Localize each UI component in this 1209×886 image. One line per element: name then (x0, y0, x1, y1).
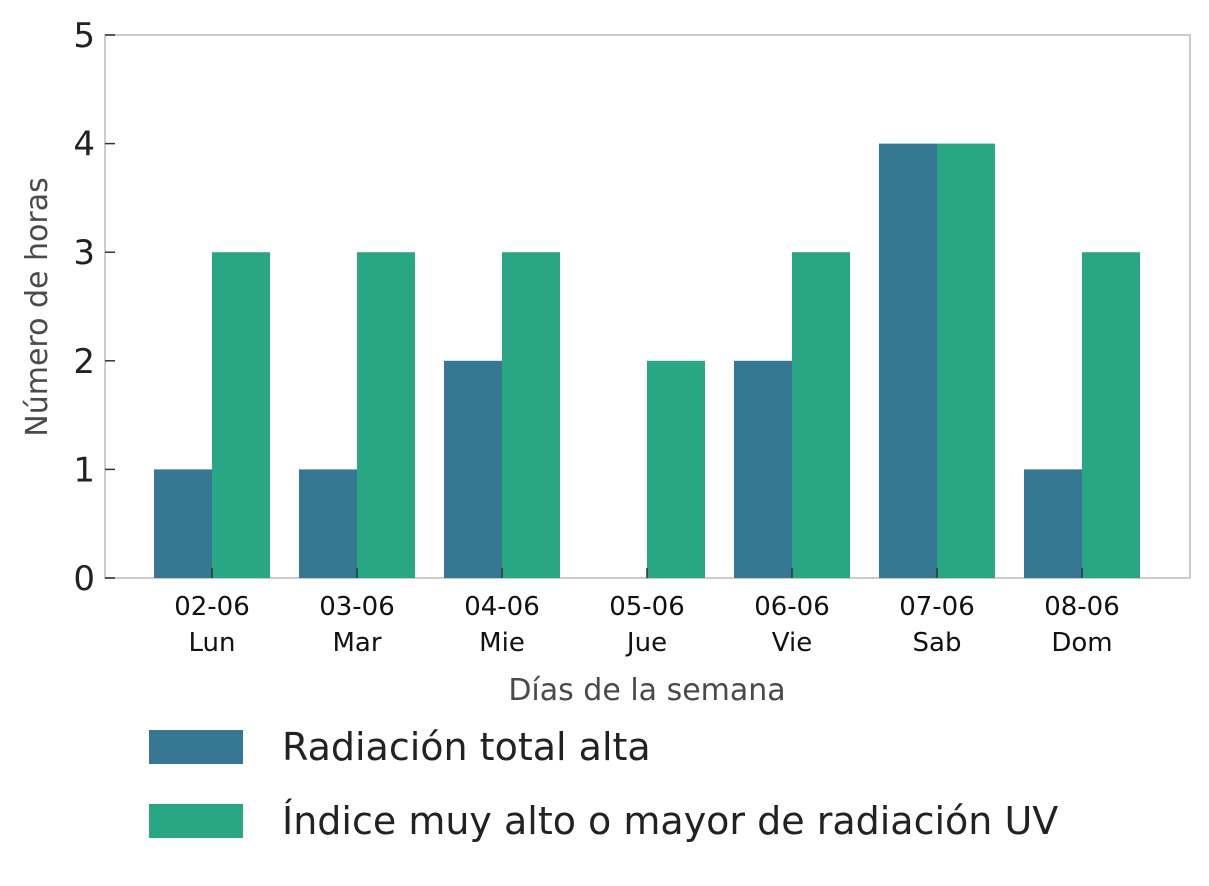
x-tick-label-date: 07-06 (899, 592, 975, 622)
x-tick-label-date: 04-06 (464, 592, 540, 622)
x-tick-label-date: 05-06 (609, 592, 685, 622)
bar-series-2-sab (937, 143, 995, 578)
y-tick-label: 2 (73, 342, 95, 382)
bar-series-2-mie (502, 252, 560, 578)
x-tick-label-day: Sab (913, 628, 962, 658)
x-tick-label-date: 06-06 (754, 592, 830, 622)
y-axis: 0 1 2 3 4 5 (73, 16, 115, 599)
y-tick-label: 3 (73, 233, 95, 273)
legend-label-2: Índice muy alto o mayor de radiación UV (282, 799, 1058, 843)
bars (154, 143, 1140, 578)
legend: Radiación total alta Índice muy alto o ma… (149, 725, 1058, 843)
legend-swatch-2 (149, 804, 243, 838)
x-tick-label-date: 08-06 (1044, 592, 1120, 622)
bar-series-2-mar (357, 252, 415, 578)
legend-swatch-1 (149, 730, 243, 764)
y-axis-label: Número de horas (20, 177, 55, 436)
x-tick-label-day: Vie (772, 628, 812, 658)
y-tick-label: 5 (73, 16, 95, 56)
x-tick-label-date: 03-06 (319, 592, 395, 622)
x-tick-label-day: Mie (479, 628, 525, 658)
x-tick-label-day: Mar (332, 628, 381, 658)
bar-series-1-mar (299, 469, 357, 578)
y-tick-label: 4 (73, 125, 95, 165)
x-tick-label-day: Lun (189, 628, 236, 658)
x-axis-label: Días de la semana (508, 673, 785, 708)
bar-series-1-dom (1024, 469, 1082, 578)
bar-series-2-jue (647, 360, 705, 578)
x-tick-label-date: 02-06 (174, 592, 250, 622)
bar-series-1-sab (879, 143, 937, 578)
bar-series-2-dom (1082, 252, 1140, 578)
x-tick-label-day: Jue (625, 628, 667, 658)
bar-series-2-lun (212, 252, 270, 578)
y-tick-label: 0 (73, 559, 95, 599)
y-tick-label: 1 (73, 450, 95, 490)
bar-series-1-mie (444, 360, 502, 578)
bar-series-2-vie (792, 252, 850, 578)
bar-series-1-vie (734, 360, 792, 578)
x-axis: 02-06 Lun 03-06 Mar 04-06 Mie 05-06 Jue 06-06 Vie… (174, 568, 1120, 658)
bar-series-1-lun (154, 469, 212, 578)
x-tick-label-day: Dom (1051, 628, 1112, 658)
legend-label-1: Radiación total alta (282, 725, 651, 769)
